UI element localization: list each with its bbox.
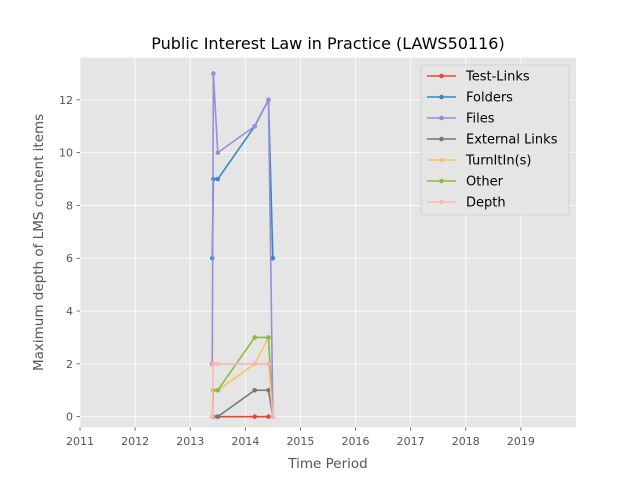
x-axis-label: Time Period [287,456,367,472]
data-point-external-links [266,387,271,393]
legend-label-depth: Depth [466,196,506,211]
data-point-external-links [252,387,258,393]
series-layer [209,71,276,419]
x-tick-label: 2011 [66,435,94,448]
legend-item-external-links: External Links [427,133,558,148]
data-point-depth [215,361,221,367]
data-point-depth [252,361,258,367]
x-tick-label: 2012 [121,435,149,448]
data-point-external-links [215,414,221,419]
legend-marker-test-links [439,73,444,79]
series-depth [209,361,276,419]
legend-items: Test-Links Folders Files External Links Turn… [427,70,558,211]
data-point-depth [266,361,271,367]
chart-title: Public Interest Law in Practice (LAWS501… [151,34,504,53]
x-tick-label: 2017 [397,435,425,448]
data-point-files [215,150,221,155]
data-point-files [266,97,271,103]
legend-marker-other [439,178,444,184]
legend-label-other: Other [466,175,504,190]
y-tick-label: 4 [66,305,73,318]
legend-label-turnitin-s: TurnItIn(s) [465,154,531,169]
data-point-folders [215,176,221,182]
legend-item-test-links: Test-Links [427,70,530,85]
legend-marker-external-links [439,136,444,142]
y-tick-label: 8 [66,199,73,212]
data-point-files [252,123,258,129]
y-tick-label: 2 [66,358,73,371]
legend-marker-folders [439,94,444,100]
y-axis-ticks: 0 2 4 6 8 10 12 [59,94,80,424]
legend-marker-files [439,115,444,121]
data-point-test-links [266,414,271,419]
series-line-depth [211,363,274,417]
data-point-other [215,387,221,393]
legend-item-other: Other [427,175,504,190]
x-tick-label: 2014 [231,435,259,448]
y-axis-label: Maximum depth of LMS content items [31,114,47,371]
data-point-depth [270,414,276,419]
y-tick-label: 10 [59,147,73,160]
x-tick-label: 2015 [286,435,314,448]
series-line-files [211,72,274,417]
x-axis-ticks: 2011 2012 2013 2014 2015 2016 2017 2018 2019 [66,427,535,448]
data-point-test-links [252,414,258,419]
data-point-depth [211,361,216,367]
legend: Test-Links Folders Files External Links Turn… [420,64,570,216]
y-tick-label: 0 [66,411,73,424]
legend-item-turnitin-s: TurnItIn(s) [427,154,531,169]
legend-item-depth: Depth [427,196,506,211]
legend-label-files: Files [466,112,495,127]
legend-label-test-links: Test-Links [465,70,530,85]
data-point-depth [209,414,215,419]
x-tick-label: 2019 [507,435,535,448]
x-tick-label: 2018 [452,435,480,448]
x-tick-label: 2013 [176,435,204,448]
y-tick-label: 12 [59,94,73,107]
legend-label-folders: Folders [466,91,513,106]
legend-marker-depth [439,199,444,205]
legend-label-external-links: External Links [466,133,558,148]
data-point-other [252,335,258,340]
legend-item-folders: Folders [427,91,513,106]
legend-item-files: Files [427,112,495,127]
y-tick-label: 6 [66,252,73,265]
data-point-other [266,335,271,340]
x-tick-label: 2016 [342,435,370,448]
legend-marker-turnitin-s [439,157,444,163]
data-point-files [211,71,216,76]
legend-box [420,64,570,216]
data-point-folders [270,255,276,261]
